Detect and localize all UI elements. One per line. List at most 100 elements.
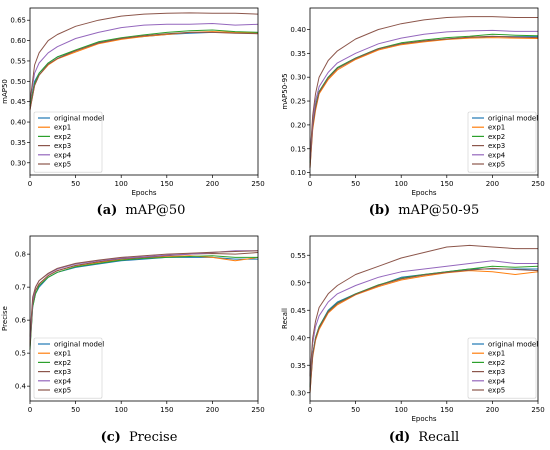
y-tick-label-c-0: 0.4 — [15, 383, 27, 391]
x-tick-label-a-4: 200 — [206, 180, 219, 188]
legend-label-d-0: original model — [488, 341, 538, 349]
legend-label-d-2: exp2 — [488, 359, 505, 367]
y-tick-label-a-3: 0.45 — [10, 98, 26, 106]
series-line-d-1 — [309, 270, 539, 393]
x-axis-label-a: Epochs — [131, 189, 156, 197]
series-line-a-2 — [29, 29, 259, 106]
caption-d: (d) Recall — [389, 430, 459, 445]
plot-frame-d — [309, 235, 539, 402]
legend-label-a-5: exp5 — [54, 161, 71, 169]
x-tick-label-a-5: 250 — [251, 180, 264, 188]
x-tick-label-b-0: 0 — [308, 180, 312, 188]
legend-label-a-1: exp1 — [54, 124, 71, 132]
y-tick-label-a-7: 0.65 — [10, 17, 26, 25]
legend-label-b-2: exp2 — [488, 133, 505, 141]
x-tick-label-a-1: 50 — [71, 180, 80, 188]
caption-a-text: mAP@50 — [125, 203, 185, 218]
caption-a: (a) mAP@50 — [97, 203, 186, 218]
y-tick-label-d-1: 0.35 — [290, 362, 306, 370]
legend-label-d-1: exp1 — [488, 350, 505, 358]
series-line-a-3 — [29, 31, 259, 110]
series-line-c-3 — [29, 252, 259, 347]
x-tick-label-c-5: 250 — [251, 406, 264, 414]
y-tick-label-c-2: 0.6 — [15, 317, 27, 325]
y-tick-label-a-2: 0.40 — [10, 119, 26, 127]
x-tick-label-d-1: 50 — [351, 406, 360, 414]
x-tick-label-c-0: 0 — [28, 406, 32, 414]
caption-c-text: Precise — [129, 430, 178, 445]
legend-label-d-3: exp3 — [488, 368, 505, 376]
y-tick-label-b-4: 0.30 — [290, 74, 306, 82]
x-tick-label-c-2: 100 — [115, 406, 128, 414]
y-tick-label-b-0: 0.10 — [290, 169, 306, 177]
legend-label-c-4: exp4 — [54, 377, 72, 385]
y-tick-label-d-4: 0.50 — [290, 279, 306, 287]
y-tick-label-a-0: 0.30 — [10, 159, 26, 167]
y-tick-label-b-5: 0.35 — [290, 50, 306, 58]
panel-d: 0 50 100 150 200 250 0.30 0.35 0.40 0.45 0.50 0.55 E… — [281, 235, 545, 445]
legend-label-b-0: original model — [488, 115, 538, 123]
x-tick-label-d-5: 250 — [531, 406, 544, 414]
legend-label-b-4: exp4 — [488, 151, 506, 159]
y-tick-label-a-1: 0.35 — [10, 139, 26, 147]
legend-label-a-2: exp2 — [54, 133, 71, 141]
y-axis-label-d: Recall — [281, 308, 289, 329]
caption-c: (c) Precise — [101, 430, 178, 445]
series-line-c-5 — [29, 250, 259, 337]
legend-label-c-5: exp5 — [54, 387, 71, 395]
legend-label-d-4: exp4 — [488, 377, 506, 385]
caption-b-text: mAP@50-95 — [398, 203, 479, 218]
legend-label-c-1: exp1 — [54, 350, 71, 358]
y-tick-label-d-3: 0.45 — [290, 307, 306, 315]
legend-label-c-0: original model — [54, 341, 104, 349]
legend-label-a-4: exp4 — [54, 151, 72, 159]
x-tick-label-a-3: 150 — [160, 180, 173, 188]
plot-frame-c — [29, 235, 259, 402]
legend-label-c-2: exp2 — [54, 359, 71, 367]
x-tick-label-d-2: 100 — [395, 406, 408, 414]
x-tick-label-b-5: 250 — [531, 180, 544, 188]
legend-label-b-5: exp5 — [488, 161, 505, 169]
legend-box-c — [33, 337, 103, 399]
y-tick-label-b-2: 0.20 — [290, 121, 306, 129]
legend-label-b-3: exp3 — [488, 142, 505, 150]
panel-b: 0 50 100 150 200 250 0.10 0.15 0.20 0.25 0.30 0.35 0… — [281, 7, 545, 218]
plot-frame-b — [309, 7, 539, 176]
series-line-a-5 — [29, 12, 259, 102]
series-line-b-4 — [309, 29, 538, 159]
panel-a: 0 50 100 150 200 250 0.30 0.35 0.40 0.45 0.50 0.55 0… — [1, 7, 265, 218]
caption-b-label: (b) — [369, 203, 390, 218]
legend-label-b-1: exp1 — [488, 124, 505, 132]
y-tick-label-c-3: 0.7 — [15, 284, 26, 292]
x-tick-label-b-4: 200 — [486, 180, 499, 188]
plot-frame-a — [29, 7, 259, 176]
y-tick-label-c-4: 0.8 — [15, 251, 26, 259]
y-tick-label-a-4: 0.50 — [10, 78, 26, 86]
legend-label-a-0: original model — [54, 115, 104, 123]
series-line-d-3 — [309, 267, 539, 393]
x-axis-label-b: Epochs — [411, 189, 436, 197]
legend-box-b — [467, 111, 537, 173]
x-tick-label-c-4: 200 — [206, 406, 219, 414]
caption-b: (b) mAP@50-95 — [369, 203, 480, 218]
y-tick-label-a-5: 0.55 — [10, 57, 26, 65]
x-tick-label-a-0: 0 — [28, 180, 32, 188]
series-line-b-3 — [309, 35, 539, 168]
y-tick-label-b-3: 0.25 — [290, 98, 306, 106]
caption-a-label: (a) — [97, 203, 118, 218]
x-tick-label-b-2: 100 — [395, 180, 408, 188]
y-tick-label-b-6: 0.40 — [290, 26, 306, 34]
series-line-b-5 — [309, 16, 538, 159]
legend-box-d — [467, 337, 537, 399]
series-line-c-2 — [29, 255, 258, 350]
y-axis-label-c: Precise — [1, 306, 9, 331]
x-tick-label-c-1: 50 — [71, 406, 80, 414]
legend-label-c-3: exp3 — [54, 368, 71, 376]
caption-d-label: (d) — [389, 430, 410, 445]
x-axis-label-d: Epochs — [411, 415, 436, 423]
series-line-a-4 — [29, 23, 259, 102]
